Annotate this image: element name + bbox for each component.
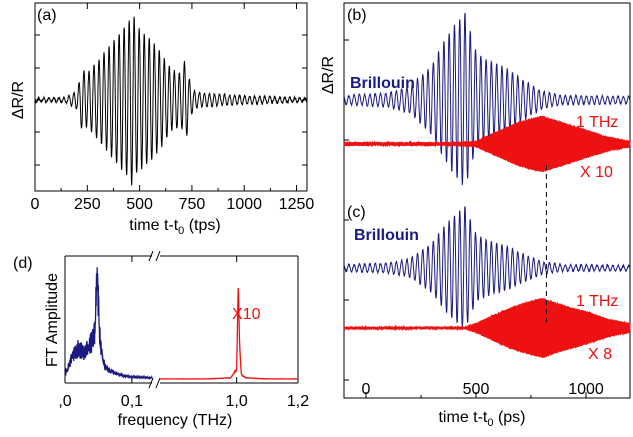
panel-c-xtick-label: 0 <box>362 381 371 398</box>
panel-d-brillouin-spectrum <box>64 267 153 380</box>
panel-c-brillouin-trace <box>343 206 631 328</box>
panel-a-xtick-label: 1250 <box>279 196 315 213</box>
panel-a-xtick-label: 500 <box>126 196 153 213</box>
panel-c-thz-label: 1 THz <box>576 293 618 310</box>
panel-b-brillouin-label: Brillouin <box>350 75 415 92</box>
panel-d-ylabel: FT Amplitude <box>44 273 61 367</box>
panel-a-xticks <box>34 3 298 191</box>
axis-break-bottom <box>148 377 161 389</box>
panel-a-xlabel-tail: (tps) <box>184 217 220 234</box>
panel-c-xlabel-sub: 0 <box>487 417 493 429</box>
panel-b-thz-trace <box>343 115 631 173</box>
panel-d-xtick-label: ,0 <box>58 393 71 410</box>
panel-d-scale-label: X10 <box>232 306 261 323</box>
panel-d-xtick-label: 0,1 <box>121 393 143 410</box>
panel-d-label: (d) <box>13 255 33 272</box>
panel-d-xtick-label: 1,0 <box>226 393 248 410</box>
panel-c-xlabel: time t-t0 (ps) <box>438 409 525 429</box>
panel-c-xtick-labels: 0 500 1000 <box>362 381 604 398</box>
panel-c-xticks <box>365 392 587 398</box>
panel-d-xlabel: frequency (THz) <box>118 412 233 429</box>
panel-c-label: (c) <box>347 204 366 221</box>
panel-c-xlabel-main: time t-t <box>438 409 487 426</box>
panel-a-label: (a) <box>37 7 57 24</box>
panel-c-xtick-label: 1000 <box>568 381 604 398</box>
panel-d-xticks <box>64 256 299 383</box>
panel-a-trace <box>34 16 308 186</box>
panel-bc-frame <box>343 2 631 399</box>
panel-a-xtick-label: 750 <box>179 196 206 213</box>
panel-bc-yticks <box>344 39 349 381</box>
panel-d: ,0 0,1 1,0 1,2 (d) FT Amplitude frequency (… <box>13 250 309 429</box>
panel-c-xlabel-tail: (ps) <box>494 409 526 426</box>
axis-break-top <box>148 250 161 262</box>
panel-b-scale-label: X 10 <box>580 164 613 181</box>
panel-b-thz-label: 1 THz <box>576 114 618 131</box>
panel-b-ylabel: ΔR/R <box>320 56 337 94</box>
panel-b-label: (b) <box>347 7 367 24</box>
panel-d-xtick-labels: ,0 0,1 1,0 1,2 <box>58 393 309 410</box>
panel-a-xlabel-sub: 0 <box>178 225 184 237</box>
panel-a-ylabel: ΔR/R <box>10 81 27 119</box>
panel-a-xtick-label: 250 <box>74 196 101 213</box>
panel-c-scale-label: X 8 <box>588 346 612 363</box>
panel-c-thz-trace <box>343 298 631 359</box>
panel-bc: 0 500 1000 (b) (c) ΔR/R Brillouin 1 THz X … <box>320 2 631 429</box>
panel-d-thz-spectrum <box>159 287 298 380</box>
panel-a-frame <box>34 2 308 192</box>
panel-a-xtick-label: 1000 <box>226 196 262 213</box>
panel-a-xtick-labels: 0 250 500 750 1000 1250 <box>31 196 315 213</box>
panel-a-xlabel-main: time t-t <box>129 217 178 234</box>
panel-d-xtick-label: 1,2 <box>287 393 309 410</box>
panel-c-xtick-label: 500 <box>463 381 490 398</box>
panel-a-xlabel: time t-t0 (tps) <box>129 217 220 237</box>
panel-c-brillouin-label: Brillouin <box>354 227 419 244</box>
panel-a-xtick-label: 0 <box>31 196 40 213</box>
panel-a: 0 250 500 750 1000 1250 (a) ΔR/R time t-t0 (t… <box>10 2 315 237</box>
panel-b-brillouin-trace <box>343 12 631 185</box>
